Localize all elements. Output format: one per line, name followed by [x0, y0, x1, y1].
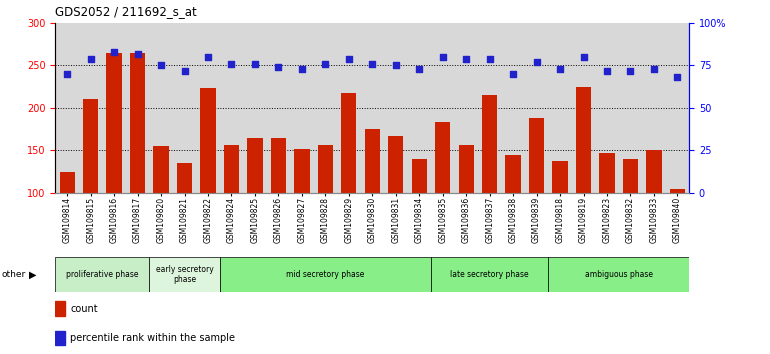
Bar	[505, 155, 521, 193]
Text: mid secretory phase: mid secretory phase	[286, 270, 364, 279]
Point	[578, 54, 590, 60]
Point	[343, 56, 355, 62]
Point	[601, 68, 613, 73]
Point	[85, 56, 97, 62]
Bar	[318, 145, 333, 193]
Point	[249, 61, 261, 67]
Bar	[106, 53, 122, 193]
Bar	[200, 87, 216, 193]
Point	[273, 64, 285, 70]
Bar	[646, 150, 661, 193]
Bar	[529, 118, 544, 193]
Text: proliferative phase: proliferative phase	[66, 270, 139, 279]
Bar	[55, 331, 65, 345]
Bar	[365, 129, 380, 193]
Bar	[59, 172, 75, 193]
Point	[226, 61, 238, 67]
Text: count: count	[70, 304, 98, 314]
Point	[367, 61, 379, 67]
Point	[460, 56, 472, 62]
Text: GDS2052 / 211692_s_at: GDS2052 / 211692_s_at	[55, 5, 197, 18]
Bar	[153, 146, 169, 193]
Bar	[83, 99, 99, 193]
Point	[202, 54, 214, 60]
Bar	[548, 257, 689, 292]
Point	[296, 66, 308, 72]
Bar	[482, 95, 497, 193]
Point	[413, 66, 425, 72]
Bar	[599, 153, 614, 193]
Text: other: other	[2, 270, 25, 279]
Point	[108, 49, 120, 55]
Bar	[130, 53, 146, 193]
Text: late secretory phase: late secretory phase	[450, 270, 529, 279]
Point	[179, 68, 191, 73]
Text: early secretory
phase: early secretory phase	[156, 265, 213, 284]
Bar	[552, 161, 567, 193]
Bar	[412, 159, 427, 193]
Bar	[623, 159, 638, 193]
Point	[531, 59, 543, 65]
Point	[155, 63, 167, 68]
Bar	[177, 163, 192, 193]
Bar	[431, 257, 548, 292]
Point	[648, 66, 660, 72]
Point	[554, 66, 566, 72]
Point	[437, 54, 449, 60]
Bar	[55, 302, 65, 316]
Point	[507, 71, 519, 77]
Point	[61, 71, 73, 77]
Point	[390, 63, 402, 68]
Bar	[149, 257, 219, 292]
Bar	[459, 144, 474, 193]
Bar	[55, 257, 149, 292]
Point	[484, 56, 496, 62]
Bar	[247, 138, 263, 193]
Bar	[341, 93, 357, 193]
Bar	[294, 149, 310, 193]
Point	[132, 51, 144, 56]
Bar	[388, 136, 403, 193]
Bar	[224, 144, 239, 193]
Point	[671, 75, 684, 80]
Text: percentile rank within the sample: percentile rank within the sample	[70, 333, 235, 343]
Bar	[219, 257, 431, 292]
Bar	[271, 138, 286, 193]
Point	[624, 68, 637, 73]
Text: ambiguous phase: ambiguous phase	[584, 270, 653, 279]
Bar	[435, 121, 450, 193]
Bar	[670, 189, 685, 193]
Text: ▶: ▶	[29, 269, 37, 279]
Point	[320, 61, 332, 67]
Bar	[576, 87, 591, 193]
